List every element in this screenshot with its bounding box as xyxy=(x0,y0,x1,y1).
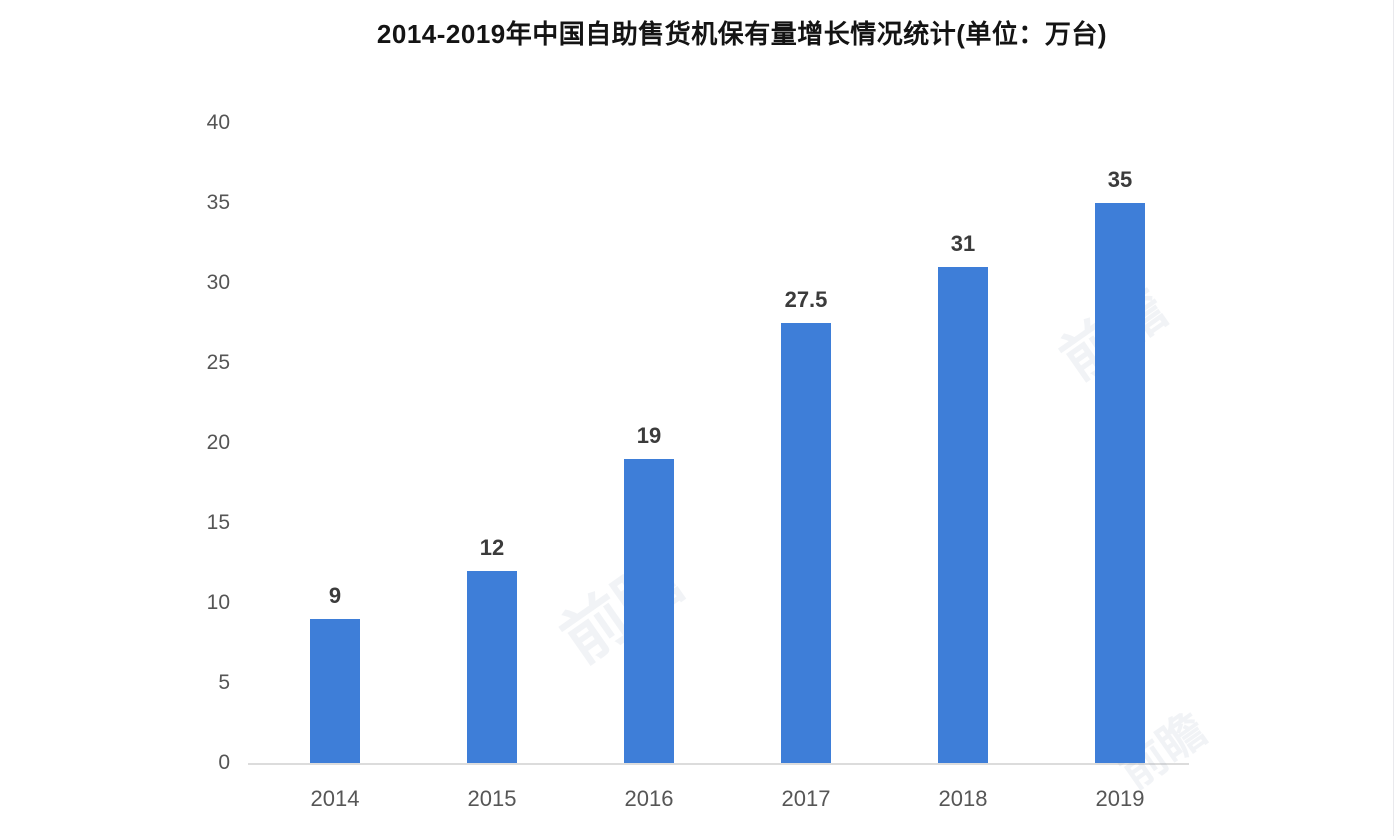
bar-2018 xyxy=(938,267,988,763)
y-axis-tick-label: 20 xyxy=(206,431,230,454)
data-label-2018: 31 xyxy=(950,231,976,256)
x-axis-tick-label-2018: 2018 xyxy=(938,786,988,811)
x-axis-tick-label-2014: 2014 xyxy=(310,786,360,811)
data-label-2019: 35 xyxy=(1107,167,1133,192)
y-axis-tick-label: 25 xyxy=(206,351,230,374)
data-label-2014: 9 xyxy=(328,583,342,608)
x-axis-line xyxy=(248,763,1189,765)
watermark: 前瞻 xyxy=(548,543,695,677)
y-axis-tick-label: 10 xyxy=(206,591,230,614)
x-axis-tick-label-2019: 2019 xyxy=(1095,786,1145,811)
chart-title: 2014-2019年中国自助售货机保有量增长情况统计(单位：万台) xyxy=(376,19,1108,49)
data-label-2017: 27.5 xyxy=(784,287,828,312)
data-label-2016: 19 xyxy=(636,423,662,448)
bar-2017 xyxy=(781,323,831,763)
page-edge-line xyxy=(1393,0,1394,836)
bar-2014 xyxy=(310,619,360,763)
x-axis-tick-label-2016: 2016 xyxy=(624,786,674,811)
bar-2019 xyxy=(1095,203,1145,763)
data-label-2015: 12 xyxy=(479,535,505,560)
y-axis-tick-label: 30 xyxy=(206,271,230,294)
y-axis-tick-label: 35 xyxy=(206,191,230,214)
x-axis-tick-label-2015: 2015 xyxy=(467,786,517,811)
y-axis-tick-label: 5 xyxy=(218,671,230,694)
bar-2016 xyxy=(624,459,674,763)
y-axis-tick-label: 15 xyxy=(206,511,230,534)
x-axis-tick-label-2017: 2017 xyxy=(781,786,831,811)
y-axis-tick-label: 0 xyxy=(218,751,230,774)
y-axis-tick-label: 40 xyxy=(206,111,230,134)
bar-2015 xyxy=(467,571,517,763)
